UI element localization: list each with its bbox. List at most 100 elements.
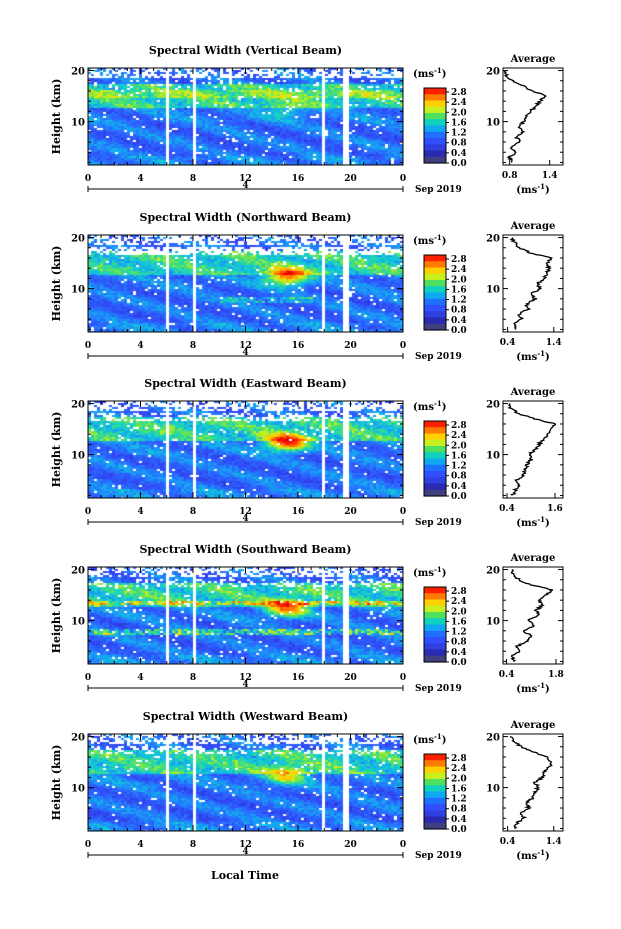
x-tick-label: 0 (400, 341, 406, 351)
colorbar-swatch (424, 605, 446, 613)
day-label: 4 (242, 514, 248, 524)
x-tick-label: 4 (137, 174, 143, 184)
colorbar-swatch (424, 477, 446, 485)
colorbar-frame (423, 420, 447, 497)
average-y-tick-label: 10 (486, 617, 500, 628)
colorbar-swatch (424, 439, 446, 447)
colorbar-swatch (424, 772, 446, 780)
colorbar-swatch (424, 311, 446, 319)
x-tick-label: 12 (239, 341, 252, 351)
colorbar-swatch (424, 106, 446, 114)
average-y-tick-label: 10 (486, 451, 500, 462)
colorbar-swatch (424, 433, 446, 441)
average-title: Average (510, 387, 556, 398)
colorbar-tick-label: 0.0 (451, 492, 467, 502)
y-tick-label: 10 (71, 285, 85, 296)
colorbar-unit: (ms-1) (413, 233, 446, 247)
y-axis-label: Height (km) (50, 412, 63, 488)
x-tick-label: 16 (292, 840, 305, 850)
average-x-tick-label: 1.4 (542, 171, 558, 181)
colorbar-tick-label: 2.0 (451, 275, 467, 285)
colorbar-swatch (424, 810, 446, 818)
colorbar-swatch (424, 94, 446, 102)
average-title: Average (510, 221, 556, 232)
colorbar-tick-label: 0.8 (451, 638, 467, 648)
colorbar-swatch (424, 150, 446, 158)
date-label: Sep 2019 (415, 851, 462, 861)
date-label: Sep 2019 (415, 352, 462, 362)
colorbar-swatch (424, 637, 446, 644)
colorbar-swatch (424, 791, 446, 799)
heatmap-image (88, 401, 403, 498)
colorbar-swatch (424, 489, 446, 497)
colorbar-swatch (424, 754, 446, 761)
colorbar-swatch (424, 305, 446, 312)
x-tick-label: 0 (85, 341, 91, 351)
colorbar-tick-label: 0.4 (451, 149, 467, 159)
colorbar-tick-label: 1.6 (451, 617, 467, 627)
x-tick-label: 0 (85, 840, 91, 850)
colorbar-tick-label: 2.4 (451, 431, 467, 441)
average-y-tick-label: 10 (486, 285, 500, 296)
date-label: Sep 2019 (415, 518, 462, 528)
day-label: 4 (242, 181, 248, 191)
colorbar-swatch (424, 286, 446, 294)
colorbar-tick-label: 2.8 (451, 88, 467, 98)
average-x-tick-label: 1.8 (548, 670, 564, 680)
x-tick-label: 8 (190, 840, 196, 850)
panel-4: Spectral Width (Southward Beam) Height (k… (50, 543, 564, 695)
average-x-tick-label: 1.4 (546, 837, 562, 847)
average-profile-line (509, 237, 554, 330)
average-title: Average (510, 553, 556, 564)
colorbar-tick-label: 2.8 (451, 255, 467, 265)
average-x-tick-label: 0.4 (500, 338, 516, 348)
average-title: Average (510, 720, 556, 731)
x-tick-label: 20 (344, 840, 357, 850)
y-tick-label: 10 (71, 784, 85, 795)
y-tick-label: 20 (71, 400, 85, 411)
x-tick-label: 8 (190, 341, 196, 351)
colorbar-tick-label: 0.8 (451, 805, 467, 815)
x-tick-label: 16 (292, 673, 305, 683)
y-tick-label: 10 (71, 451, 85, 462)
colorbar-tick-label: 1.2 (451, 628, 467, 638)
x-tick-label: 16 (292, 341, 305, 351)
colorbar-tick-label: 2.4 (451, 265, 467, 275)
colorbar-swatch (424, 298, 446, 306)
x-tick-label: 8 (190, 507, 196, 517)
x-tick-label: 0 (400, 174, 406, 184)
colorbar-swatch (424, 125, 446, 133)
colorbar-unit: (ms-1) (413, 732, 446, 746)
colorbar-tick-label: 2.8 (451, 587, 467, 597)
colorbar-swatch (424, 766, 446, 774)
average-frame (502, 67, 564, 166)
colorbar-swatch (424, 599, 446, 607)
average-y-tick-label: 20 (486, 67, 500, 78)
panel-3: Spectral Width (Eastward Beam) Height (km… (50, 377, 564, 529)
y-tick-label: 20 (71, 566, 85, 577)
colorbar-swatch (424, 323, 446, 331)
panel-1: Spectral Width (Vertical Beam) Height (km… (50, 44, 564, 196)
colorbar-unit: (ms-1) (413, 66, 446, 80)
colorbar-tick-label: 0.4 (451, 648, 467, 658)
average-y-tick-label: 20 (486, 566, 500, 577)
colorbar-swatch (424, 131, 446, 139)
colorbar-frame (423, 87, 447, 164)
colorbar-frame (423, 586, 447, 663)
colorbar-tick-label: 0.0 (451, 658, 467, 668)
colorbar-swatch (424, 421, 446, 428)
colorbar-swatch (424, 267, 446, 275)
colorbar-swatch (424, 797, 446, 805)
colorbar-swatch (424, 630, 446, 638)
colorbar-swatch (424, 261, 446, 269)
y-tick-label: 10 (71, 118, 85, 129)
average-frame (502, 566, 564, 665)
colorbar-swatch (424, 587, 446, 594)
colorbar-swatch (424, 273, 446, 281)
average-title: Average (510, 54, 556, 65)
average-x-label: (ms-1) (516, 182, 549, 196)
x-tick-label: 8 (190, 673, 196, 683)
x-tick-label: 4 (137, 507, 143, 517)
x-tick-label: 16 (292, 507, 305, 517)
x-tick-label: 16 (292, 174, 305, 184)
